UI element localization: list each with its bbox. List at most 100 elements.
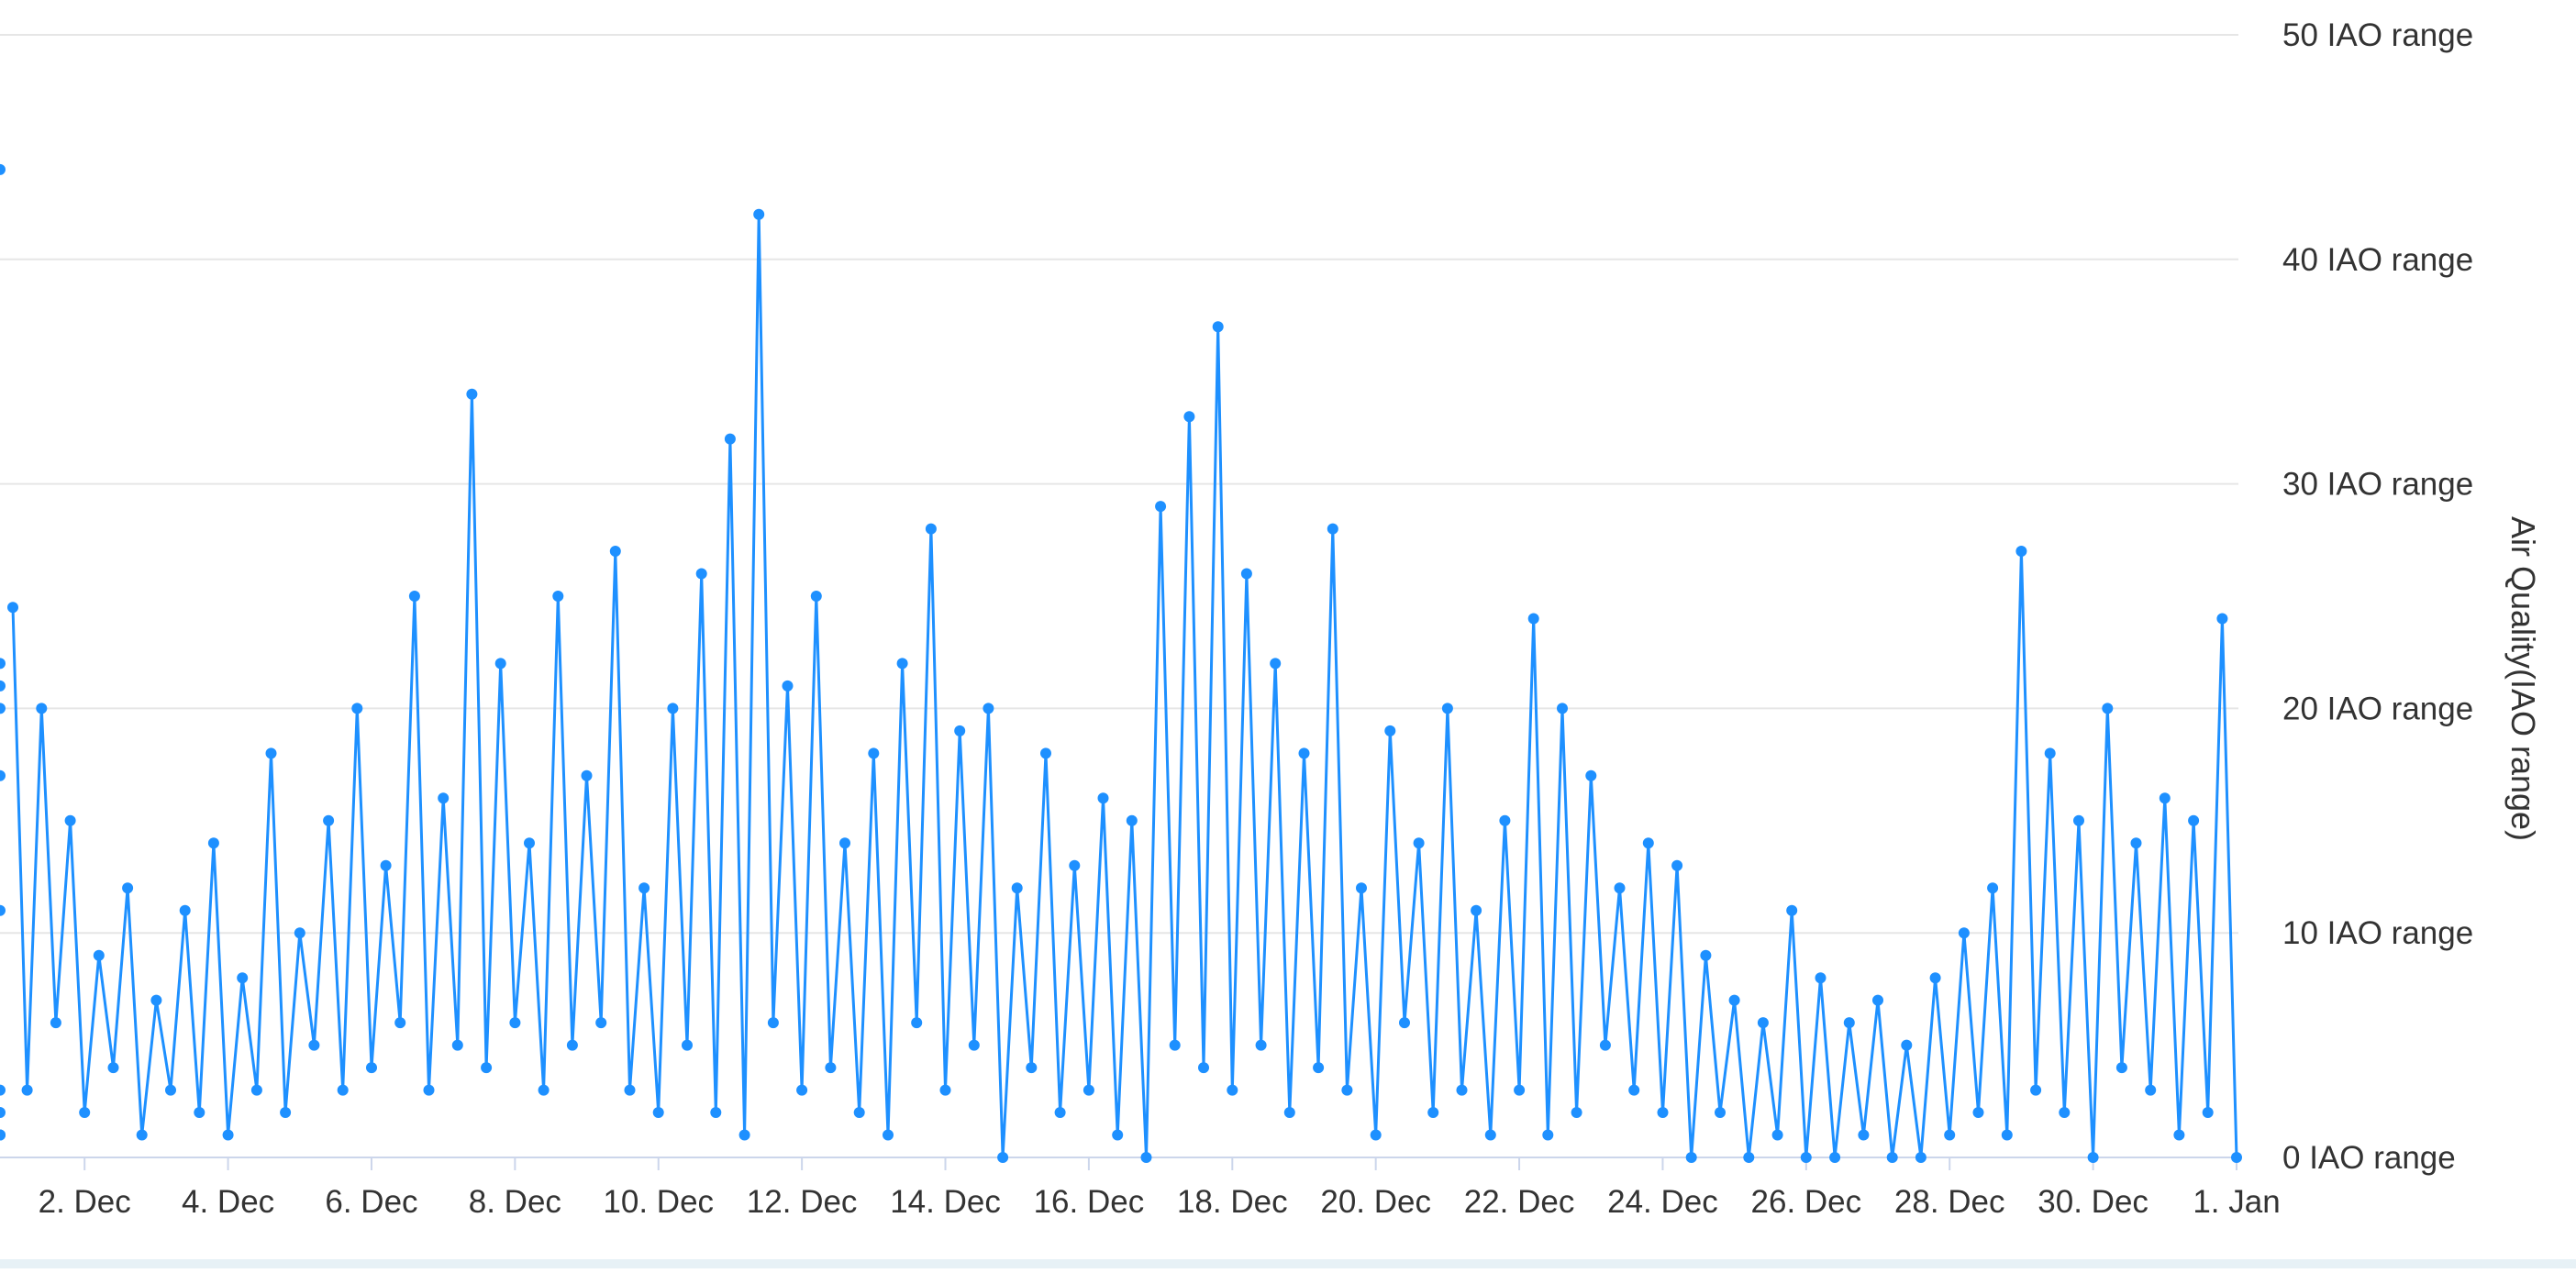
data-point[interactable] — [1097, 792, 1109, 804]
data-point[interactable] — [438, 792, 450, 804]
data-point[interactable] — [2015, 546, 2027, 557]
data-point[interactable] — [1829, 1152, 1841, 1163]
data-point[interactable] — [1944, 1129, 1956, 1141]
data-point[interactable] — [509, 1017, 521, 1029]
data-point[interactable] — [1255, 1039, 1267, 1051]
data-point[interactable] — [0, 1084, 6, 1096]
data-point[interactable] — [1628, 1084, 1640, 1096]
data-point[interactable] — [853, 1107, 865, 1118]
data-point[interactable] — [939, 1084, 951, 1096]
data-point[interactable] — [682, 1039, 693, 1051]
data-point[interactable] — [165, 1084, 176, 1096]
data-point[interactable] — [883, 1129, 894, 1141]
data-point[interactable] — [0, 1107, 6, 1118]
data-point[interactable] — [408, 591, 420, 602]
data-point[interactable] — [1026, 1062, 1038, 1074]
data-point[interactable] — [524, 837, 535, 849]
data-point[interactable] — [724, 433, 736, 445]
data-point[interactable] — [0, 703, 6, 714]
data-point[interactable] — [1399, 1017, 1410, 1029]
data-point[interactable] — [581, 769, 593, 781]
data-point[interactable] — [93, 949, 105, 961]
data-point[interactable] — [1771, 1129, 1783, 1141]
data-point[interactable] — [2102, 703, 2114, 714]
data-point[interactable] — [1901, 1039, 1913, 1051]
data-point[interactable] — [2216, 613, 2228, 625]
data-point[interactable] — [738, 1129, 750, 1141]
data-point[interactable] — [2044, 747, 2056, 759]
data-point[interactable] — [1499, 814, 1511, 826]
data-point[interactable] — [136, 1129, 148, 1141]
data-point[interactable] — [810, 591, 822, 602]
data-point[interactable] — [351, 703, 363, 714]
data-point[interactable] — [1441, 703, 1453, 714]
data-point[interactable] — [825, 1062, 837, 1074]
data-point[interactable] — [538, 1084, 550, 1096]
data-point[interactable] — [1958, 927, 1970, 939]
data-point[interactable] — [2087, 1152, 2099, 1163]
data-point[interactable] — [1599, 1039, 1611, 1051]
data-point[interactable] — [1069, 859, 1081, 871]
data-point[interactable] — [366, 1062, 377, 1074]
data-point[interactable] — [2115, 1062, 2127, 1074]
data-point[interactable] — [552, 591, 564, 602]
data-point[interactable] — [782, 680, 794, 692]
data-point[interactable] — [394, 1017, 406, 1029]
data-point[interactable] — [1413, 837, 1425, 849]
data-point[interactable] — [767, 1017, 779, 1029]
data-point[interactable] — [150, 994, 162, 1006]
data-point[interactable] — [896, 658, 908, 670]
data-point[interactable] — [36, 703, 48, 714]
data-point[interactable] — [1456, 1084, 1468, 1096]
data-point[interactable] — [2188, 814, 2200, 826]
data-point[interactable] — [2173, 1129, 2185, 1141]
data-point[interactable] — [237, 972, 249, 984]
data-point[interactable] — [1728, 994, 1740, 1006]
data-point[interactable] — [1843, 1017, 1855, 1029]
data-point[interactable] — [1370, 1129, 1382, 1141]
data-point[interactable] — [1685, 1152, 1697, 1163]
data-point[interactable] — [1298, 747, 1310, 759]
data-point[interactable] — [0, 769, 6, 781]
data-point[interactable] — [1527, 613, 1539, 625]
data-point[interactable] — [983, 703, 994, 714]
data-point[interactable] — [1083, 1084, 1094, 1096]
data-point[interactable] — [2059, 1107, 2071, 1118]
data-point[interactable] — [954, 725, 966, 736]
data-point[interactable] — [481, 1062, 493, 1074]
data-point[interactable] — [695, 568, 707, 580]
data-point[interactable] — [566, 1039, 578, 1051]
data-point[interactable] — [1642, 837, 1654, 849]
data-point[interactable] — [2231, 1152, 2242, 1163]
data-point[interactable] — [1571, 1107, 1582, 1118]
data-point[interactable] — [7, 602, 18, 614]
data-point[interactable] — [911, 1017, 923, 1029]
data-point[interactable] — [265, 747, 277, 759]
data-point[interactable] — [1011, 882, 1023, 894]
data-point[interactable] — [1327, 523, 1338, 535]
data-point[interactable] — [2030, 1084, 2042, 1096]
data-point[interactable] — [1800, 1152, 1812, 1163]
data-point[interactable] — [122, 882, 134, 894]
data-point[interactable] — [1786, 904, 1798, 916]
data-point[interactable] — [21, 1084, 33, 1096]
data-point[interactable] — [710, 1107, 722, 1118]
data-point[interactable] — [107, 1062, 119, 1074]
data-point[interactable] — [0, 1129, 6, 1141]
data-point[interactable] — [1155, 501, 1167, 513]
data-point[interactable] — [1384, 725, 1396, 736]
data-point[interactable] — [2159, 792, 2171, 804]
data-point[interactable] — [667, 703, 679, 714]
data-point[interactable] — [1743, 1152, 1755, 1163]
data-point[interactable] — [868, 747, 880, 759]
data-point[interactable] — [1929, 972, 1941, 984]
data-point[interactable] — [1886, 1152, 1898, 1163]
data-point[interactable] — [0, 658, 6, 670]
data-point[interactable] — [451, 1039, 463, 1051]
data-point[interactable] — [968, 1039, 980, 1051]
data-point[interactable] — [1283, 1107, 1295, 1118]
data-point[interactable] — [1140, 1152, 1152, 1163]
data-point[interactable] — [466, 388, 478, 400]
data-point[interactable] — [1657, 1107, 1669, 1118]
data-point[interactable] — [1341, 1084, 1353, 1096]
